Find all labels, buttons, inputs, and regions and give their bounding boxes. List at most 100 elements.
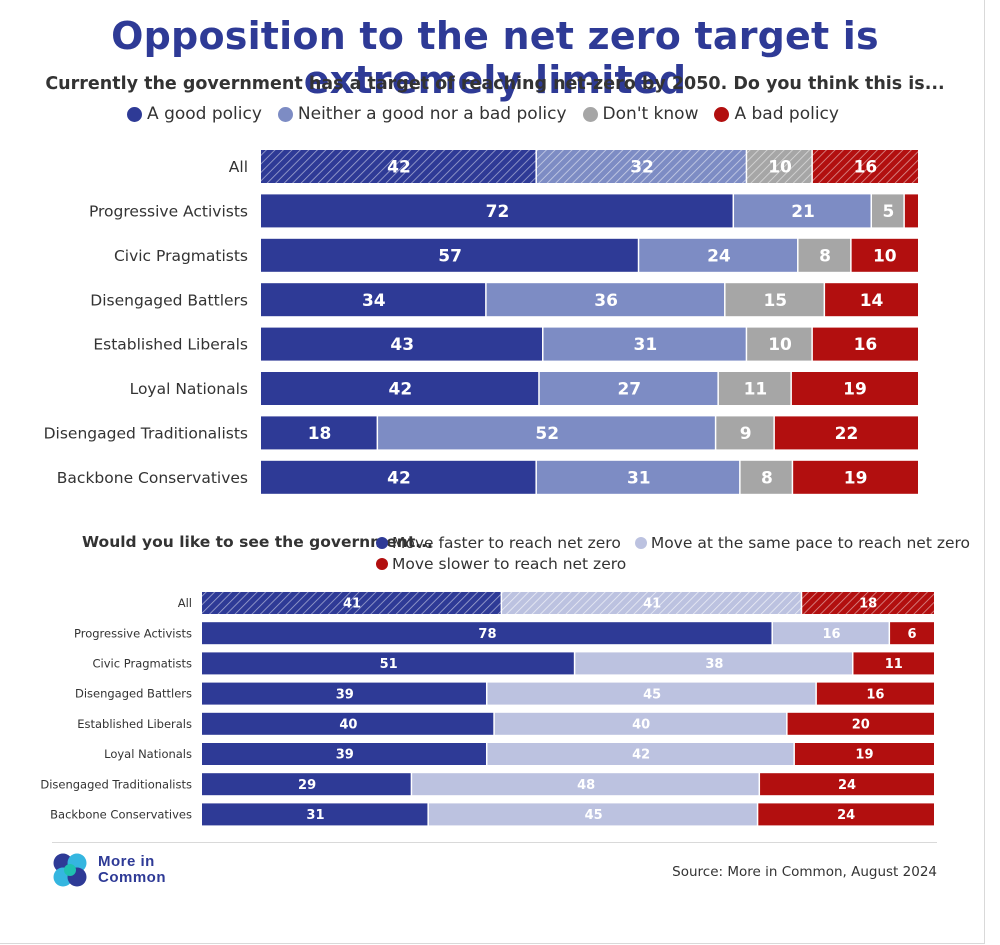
legend-swatch-faster	[376, 537, 388, 549]
data-label: 15	[763, 291, 787, 311]
bar-progressive-activists-neither-a-good-nor-a-bad-policy	[734, 194, 871, 228]
data-label: 27	[617, 380, 641, 400]
data-label: 16	[822, 627, 840, 642]
data-label: 41	[643, 597, 661, 612]
bar-disengaged-traditionalists-move-slower-to-reach-net-zero	[760, 773, 934, 796]
bar-disengaged-battlers-don-t-know	[725, 283, 824, 317]
data-label: 45	[585, 808, 603, 823]
legend-swatch-same	[634, 537, 647, 549]
bar-established-liberals-a-bad-policy	[812, 327, 918, 361]
legend-label: Move faster to reach net zero	[392, 534, 621, 552]
legend-label: Don't know	[602, 104, 699, 124]
bar-progressive-activists-move-slower-to-reach-net-zero	[890, 622, 934, 645]
data-label: 24	[837, 808, 855, 823]
bar-established-liberals-move-slower-to-reach-net-zero	[787, 712, 934, 735]
bar-civic-pragmatists-neither-a-good-nor-a-bad-policy	[639, 238, 798, 272]
data-label: 19	[855, 748, 873, 763]
logo-line-2: Common	[98, 869, 166, 886]
bar-disengaged-traditionalists-a-good-policy	[261, 416, 377, 450]
bar-loyal-nationals-don-t-know	[718, 372, 791, 405]
data-label: 42	[387, 468, 411, 488]
data-label: 45	[643, 687, 661, 702]
chart-2-pace: All 41 41 18 Progressive Activists 78 16 6 Civic…	[40, 592, 934, 826]
legend-2-item: Move slower to reach net zero	[376, 555, 626, 573]
bar-backbone-conservatives-move-slower-to-reach-net-zero	[758, 803, 934, 826]
data-label: 40	[339, 717, 357, 732]
data-label: 10	[768, 158, 792, 178]
bar-established-liberals-neither-a-good-nor-a-bad-policy	[543, 327, 746, 361]
more-in-common-logo-icon	[53, 853, 87, 887]
data-label: 34	[362, 291, 386, 311]
category-label: Loyal Nationals	[104, 747, 192, 761]
data-label: 18	[308, 424, 332, 444]
legend-2-row2: Move slower to reach net zero	[376, 555, 626, 573]
data-label: 52	[535, 424, 559, 444]
data-label: 42	[632, 748, 650, 763]
legend-swatch-dont-know	[582, 106, 598, 122]
data-label: 38	[705, 657, 723, 672]
data-label: 42	[387, 158, 411, 178]
legend-label: Neither a good nor a bad policy	[297, 104, 567, 124]
data-label: 14	[860, 291, 884, 311]
bar-loyal-nationals-a-good-policy	[261, 372, 539, 405]
category-label: All	[229, 158, 248, 176]
chart-1-policy: All 42 32 10 16 Progressive Activists 72 21 5 Civ…	[44, 150, 918, 494]
bar-loyal-nationals-a-bad-policy	[791, 372, 918, 405]
data-label: 11	[885, 657, 903, 672]
category-label: Civic Pragmatists	[93, 657, 192, 671]
category-label: Established Liberals	[77, 717, 192, 731]
bar-established-liberals-move-at-the-same-pace-to-reach-net-zero	[494, 712, 787, 735]
bar-progressive-activists-a-good-policy	[261, 194, 733, 228]
category-label: Disengaged Traditionalists	[40, 777, 192, 791]
bar-civic-pragmatists-move-faster-to-reach-net-zero	[202, 652, 574, 675]
data-label: 6	[908, 627, 917, 642]
legend-label: Move at the same pace to reach net zero	[650, 534, 971, 552]
data-label: 20	[852, 717, 870, 732]
data-label: 40	[632, 717, 650, 732]
data-label: 31	[634, 335, 658, 355]
category-label: Progressive Activists	[89, 202, 248, 220]
bar-civic-pragmatists-a-bad-policy	[851, 238, 918, 272]
bar-backbone-conservatives-don-t-know	[740, 460, 792, 494]
logo-line-1: More in	[98, 853, 155, 870]
legend-2: Move faster to reach net zero Move at th…	[376, 534, 970, 552]
bar-disengaged-traditionalists-a-bad-policy	[774, 416, 918, 450]
bar-progressive-activists-don-t-know	[872, 194, 904, 228]
data-label: 22	[835, 424, 859, 444]
data-label: 11	[744, 380, 768, 400]
legend-1-item: A good policy	[127, 104, 262, 124]
bar-civic-pragmatists-a-good-policy	[261, 238, 638, 272]
data-label: 8	[761, 468, 773, 488]
logo-text: More in Common	[98, 854, 166, 886]
bar-established-liberals-don-t-know	[747, 327, 812, 361]
data-label: 21	[791, 202, 815, 222]
category-label: Established Liberals	[93, 336, 248, 354]
data-label: 5	[883, 202, 895, 222]
category-label: Loyal Nationals	[130, 380, 248, 398]
bar-progressive-activists-move-faster-to-reach-net-zero	[202, 622, 772, 645]
bar-all-move-at-the-same-pace-to-reach-net-zero	[502, 592, 801, 614]
bar-all-a-good-policy	[261, 150, 536, 183]
legend-swatch-bad	[714, 106, 730, 122]
category-label: Backbone Conservatives	[50, 808, 192, 822]
bar-progressive-activists-move-at-the-same-pace-to-reach-net-zero	[772, 622, 889, 645]
data-label: 19	[843, 380, 867, 400]
bar-disengaged-battlers-move-faster-to-reach-net-zero	[202, 682, 486, 705]
category-label: Progressive Activists	[74, 626, 192, 640]
data-label: 31	[627, 468, 651, 488]
data-label: 24	[838, 778, 856, 793]
bar-all-move-slower-to-reach-net-zero	[802, 592, 934, 614]
legend-2-item: Move at the same pace to reach net zero	[634, 534, 971, 552]
category-label: Backbone Conservatives	[57, 469, 248, 487]
data-label: 41	[343, 597, 361, 612]
bar-disengaged-traditionalists-neither-a-good-nor-a-bad-policy	[378, 416, 715, 450]
bar-progressive-activists-a-bad-policy	[904, 194, 918, 228]
bar-disengaged-battlers-neither-a-good-nor-a-bad-policy	[486, 283, 725, 317]
bar-backbone-conservatives-a-bad-policy	[793, 460, 918, 494]
legend-1-item: Neither a good nor a bad policy	[277, 104, 567, 124]
bar-loyal-nationals-move-at-the-same-pace-to-reach-net-zero	[487, 743, 794, 765]
category-label: Disengaged Battlers	[90, 291, 248, 309]
category-label: Disengaged Battlers	[75, 687, 192, 701]
bar-disengaged-traditionalists-move-at-the-same-pace-to-reach-net-zero	[412, 773, 759, 796]
